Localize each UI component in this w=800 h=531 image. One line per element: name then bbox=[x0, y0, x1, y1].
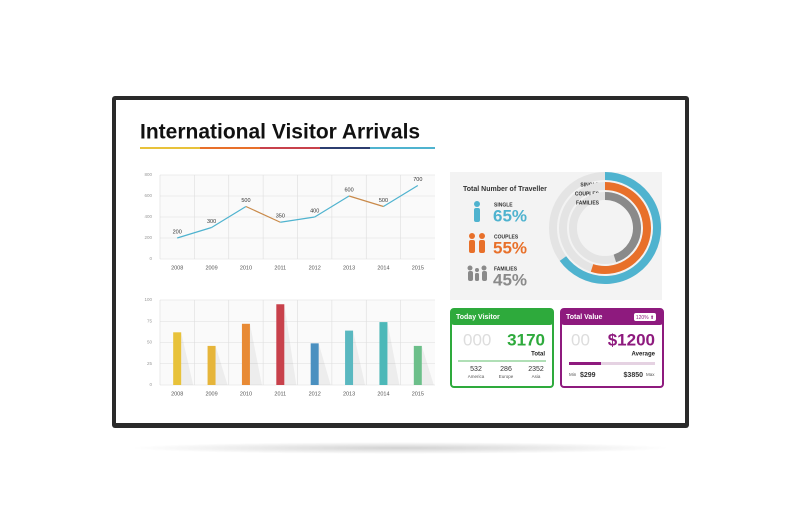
max-label: Max bbox=[646, 372, 655, 377]
range-track bbox=[569, 362, 655, 365]
value-label: 700 bbox=[413, 177, 422, 183]
donut-title: Total Number of Traveller bbox=[463, 186, 547, 193]
x-tick-label: 2008 bbox=[171, 391, 183, 397]
x-tick-label: 2011 bbox=[274, 391, 286, 397]
min-label: Min bbox=[569, 372, 577, 377]
bar-shadow bbox=[387, 322, 400, 385]
average-label: Average bbox=[632, 352, 656, 358]
y-tick-label: 400 bbox=[144, 214, 152, 219]
x-tick-label: 2014 bbox=[377, 391, 389, 397]
bar-shadow bbox=[353, 330, 366, 385]
category-label: FAMILIES bbox=[494, 266, 518, 272]
region-value: 532 bbox=[470, 366, 482, 373]
value-label: 300 bbox=[207, 219, 216, 225]
range-fill bbox=[569, 362, 601, 365]
counter-prefix: 000 bbox=[463, 330, 491, 349]
value-label: 500 bbox=[241, 198, 250, 204]
bar bbox=[173, 332, 182, 385]
card-title: Today Visitor bbox=[456, 314, 500, 321]
line-segment bbox=[383, 184, 419, 208]
value-label: 600 bbox=[344, 187, 353, 193]
card-header bbox=[451, 309, 553, 325]
bar bbox=[310, 343, 319, 385]
region-value: 2352 bbox=[528, 366, 544, 373]
y-tick-label: 25 bbox=[147, 361, 153, 366]
x-tick-label: 2009 bbox=[205, 265, 217, 271]
min-value: $299 bbox=[580, 372, 596, 379]
x-tick-label: 2013 bbox=[343, 265, 355, 271]
x-tick-label: 2014 bbox=[377, 265, 389, 271]
value-label: 500 bbox=[379, 198, 388, 204]
category-label: SINGLE bbox=[494, 202, 513, 208]
bar-shadow bbox=[215, 345, 228, 385]
title-underline bbox=[140, 147, 435, 149]
category-percent: 55% bbox=[493, 238, 527, 257]
icons bbox=[467, 201, 487, 281]
x-tick-label: 2013 bbox=[343, 391, 355, 397]
x-tick-label: 2012 bbox=[309, 265, 321, 271]
visitor-total: 3170 bbox=[507, 330, 545, 349]
bar-shadow bbox=[249, 323, 262, 385]
x-tick-label: 2015 bbox=[412, 265, 424, 271]
y-tick-label: 200 bbox=[144, 235, 152, 240]
title: International Visitor Arrivals bbox=[140, 121, 420, 144]
ring-arc bbox=[559, 172, 661, 284]
ring-label: COUPLES bbox=[575, 191, 600, 197]
region-label: America bbox=[468, 374, 485, 379]
value-label: 350 bbox=[276, 214, 285, 220]
total-label: Total bbox=[531, 352, 545, 358]
bar-shadow bbox=[421, 345, 434, 385]
x-tick-label: 2011 bbox=[274, 265, 286, 271]
category-percent: 65% bbox=[493, 206, 527, 225]
ring-arc bbox=[590, 182, 651, 274]
value-label: 400 bbox=[310, 208, 319, 214]
category-label: COUPLES bbox=[494, 234, 519, 240]
line-segment bbox=[348, 195, 384, 208]
region-label: Europe bbox=[499, 374, 514, 379]
line-segment bbox=[177, 226, 212, 239]
max-value: $3850 bbox=[624, 372, 644, 379]
bar bbox=[241, 323, 250, 385]
x-tick-label: 2010 bbox=[240, 265, 252, 271]
y-tick-label: 600 bbox=[144, 193, 152, 198]
y-tick-label: 0 bbox=[149, 256, 152, 261]
line-segment bbox=[245, 205, 281, 223]
y-tick-label: 50 bbox=[147, 340, 153, 345]
x-tick-label: 2015 bbox=[412, 391, 424, 397]
counter-prefix: 00 bbox=[571, 330, 590, 349]
line-segment bbox=[280, 216, 315, 223]
line-segment bbox=[314, 195, 350, 218]
y-tick-label: 75 bbox=[147, 318, 153, 323]
bar bbox=[276, 304, 285, 385]
x-tick-label: 2009 bbox=[205, 391, 217, 397]
ring-label: FAMILIES bbox=[576, 200, 600, 206]
badge bbox=[634, 313, 656, 321]
x-tick-label: 2010 bbox=[240, 391, 252, 397]
ring-arc bbox=[604, 192, 641, 263]
bar-shadow bbox=[318, 343, 331, 385]
shadow bbox=[130, 442, 670, 454]
region-label: Asia bbox=[532, 374, 541, 379]
bar-shadow bbox=[181, 332, 194, 385]
bar bbox=[207, 345, 216, 385]
x-tick-label: 2008 bbox=[171, 265, 183, 271]
line-segment bbox=[211, 205, 247, 229]
value-label: 200 bbox=[173, 229, 182, 235]
category-percent: 45% bbox=[493, 270, 527, 289]
y-tick-label: 0 bbox=[149, 382, 152, 387]
x-tick-label: 2012 bbox=[309, 391, 321, 397]
bar bbox=[345, 330, 354, 385]
region-value: 286 bbox=[500, 366, 512, 373]
bar-shadow bbox=[284, 304, 297, 385]
bar bbox=[413, 345, 422, 385]
card-title: Total Value bbox=[566, 314, 603, 321]
y-tick-label: 100 bbox=[144, 297, 152, 302]
bar bbox=[379, 322, 388, 385]
average-value: $1200 bbox=[608, 330, 655, 349]
y-tick-label: 800 bbox=[144, 172, 152, 177]
badge-text: 120% ⬆ bbox=[636, 315, 654, 321]
